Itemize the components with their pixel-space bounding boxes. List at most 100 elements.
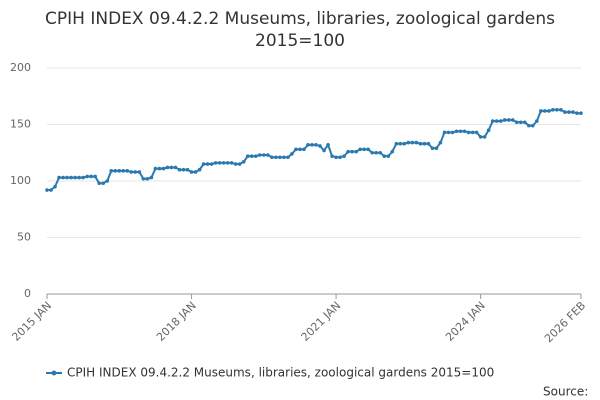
point <box>478 135 483 139</box>
point <box>61 175 65 180</box>
point <box>153 166 158 171</box>
point <box>394 141 399 146</box>
point <box>233 162 238 166</box>
point <box>105 179 110 183</box>
point <box>129 170 134 174</box>
point <box>490 119 495 123</box>
point <box>169 165 174 170</box>
point <box>334 155 338 160</box>
point <box>543 109 547 113</box>
point <box>422 141 427 146</box>
point <box>535 119 539 123</box>
point <box>314 143 318 147</box>
legend-label: CPIH INDEX 09.4.2.2 Museums, libraries, … <box>67 366 494 380</box>
point <box>362 147 366 152</box>
point <box>318 144 322 148</box>
point <box>97 181 101 186</box>
point <box>253 154 258 158</box>
point <box>225 161 230 165</box>
x-tick-label: 2021 JAN <box>299 299 344 344</box>
point <box>69 175 73 180</box>
y-tick-label: 50 <box>17 231 31 244</box>
point <box>514 120 519 125</box>
point <box>555 108 559 112</box>
point <box>262 153 266 157</box>
x-tick-label: 2026 FEB <box>542 299 588 345</box>
point <box>310 143 314 147</box>
point <box>217 161 222 165</box>
point <box>370 150 375 155</box>
point <box>221 161 226 165</box>
point <box>270 155 274 160</box>
point <box>209 162 214 166</box>
point <box>49 188 53 192</box>
point <box>551 108 555 112</box>
point <box>113 169 118 173</box>
point <box>201 162 206 166</box>
point <box>181 167 186 172</box>
point <box>298 147 302 152</box>
point <box>213 161 218 165</box>
source: Source: <box>543 385 588 399</box>
point <box>278 155 282 160</box>
point <box>482 135 487 139</box>
point <box>442 130 447 135</box>
point <box>494 119 499 123</box>
point <box>502 118 507 122</box>
point <box>378 150 383 155</box>
legend-marker <box>51 370 57 376</box>
point <box>579 111 583 115</box>
point <box>547 109 551 113</box>
x-tick-label: 2015 JAN <box>9 299 54 344</box>
point <box>237 162 242 166</box>
point <box>518 120 523 125</box>
point <box>177 167 182 172</box>
y-tick-label: 200 <box>10 61 31 74</box>
point <box>326 143 330 147</box>
point <box>282 155 286 160</box>
point <box>125 169 130 173</box>
point <box>89 174 93 179</box>
point <box>402 141 407 146</box>
point <box>137 170 142 174</box>
point <box>338 155 342 160</box>
point <box>470 130 475 135</box>
x-tick-label: 2024 JAN <box>443 299 488 344</box>
point <box>245 154 250 158</box>
point <box>454 129 459 134</box>
point <box>322 148 326 153</box>
point <box>229 161 234 165</box>
point <box>149 175 154 180</box>
point <box>522 120 527 125</box>
point <box>382 154 387 158</box>
point <box>527 123 531 128</box>
point <box>185 167 190 172</box>
point <box>567 110 571 114</box>
point <box>571 110 575 114</box>
chart-title: CPIH INDEX 09.4.2.2 Museums, libraries, … <box>45 9 555 51</box>
point <box>109 169 114 173</box>
y-tick-label: 100 <box>10 174 31 187</box>
point <box>342 154 346 158</box>
point <box>410 140 415 145</box>
point <box>414 140 419 145</box>
x-tick-label: 2018 JAN <box>154 299 199 344</box>
point <box>458 129 463 134</box>
point <box>286 155 290 160</box>
point <box>121 169 126 173</box>
point <box>559 108 563 112</box>
point <box>197 167 202 172</box>
point <box>165 165 170 170</box>
point <box>302 147 306 152</box>
point <box>450 130 455 135</box>
point <box>498 119 503 123</box>
point <box>539 109 543 113</box>
point <box>189 170 194 174</box>
point <box>57 175 61 180</box>
point <box>274 155 278 160</box>
point <box>133 170 138 174</box>
point <box>65 175 69 180</box>
point <box>346 149 350 154</box>
